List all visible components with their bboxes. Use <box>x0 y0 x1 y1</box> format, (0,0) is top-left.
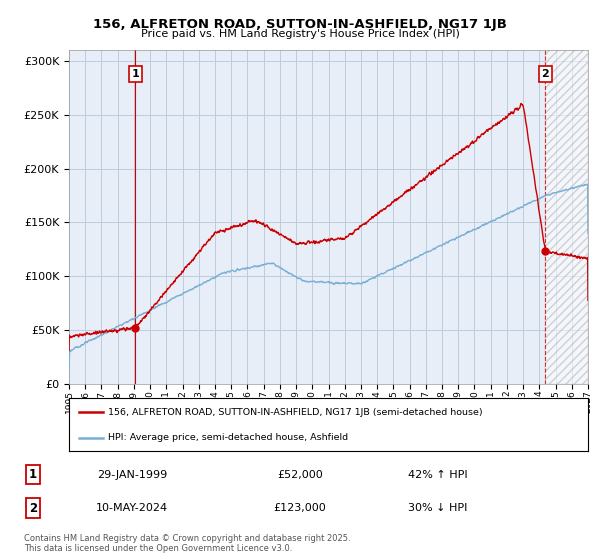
Text: 2: 2 <box>541 69 549 79</box>
Text: Price paid vs. HM Land Registry's House Price Index (HPI): Price paid vs. HM Land Registry's House … <box>140 29 460 39</box>
Text: 29-JAN-1999: 29-JAN-1999 <box>97 470 167 479</box>
Bar <box>545 50 588 384</box>
Text: Contains HM Land Registry data © Crown copyright and database right 2025.
This d: Contains HM Land Registry data © Crown c… <box>24 534 350 553</box>
Text: 1: 1 <box>131 69 139 79</box>
Text: 30% ↓ HPI: 30% ↓ HPI <box>409 503 467 513</box>
Text: 156, ALFRETON ROAD, SUTTON-IN-ASHFIELD, NG17 1JB (semi-detached house): 156, ALFRETON ROAD, SUTTON-IN-ASHFIELD, … <box>108 408 482 417</box>
Text: HPI: Average price, semi-detached house, Ashfield: HPI: Average price, semi-detached house,… <box>108 433 348 442</box>
Text: 1: 1 <box>29 468 37 481</box>
Text: 42% ↑ HPI: 42% ↑ HPI <box>408 470 468 479</box>
Text: 2: 2 <box>29 502 37 515</box>
Text: £52,000: £52,000 <box>277 470 323 479</box>
Text: 156, ALFRETON ROAD, SUTTON-IN-ASHFIELD, NG17 1JB: 156, ALFRETON ROAD, SUTTON-IN-ASHFIELD, … <box>93 18 507 31</box>
Text: 10-MAY-2024: 10-MAY-2024 <box>96 503 168 513</box>
Text: £123,000: £123,000 <box>274 503 326 513</box>
